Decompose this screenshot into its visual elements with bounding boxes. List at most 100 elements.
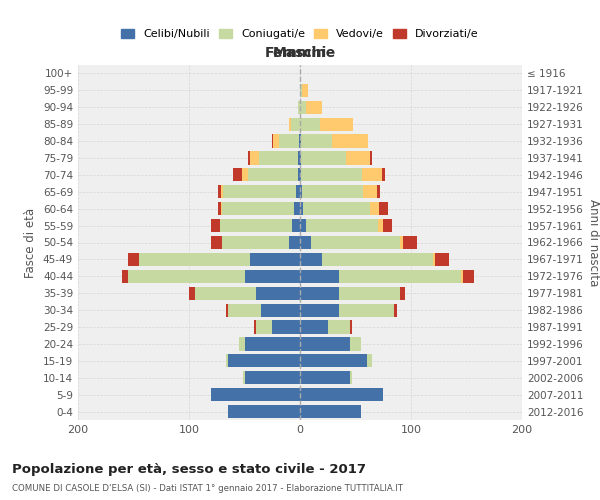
Bar [370, 202, 379, 215]
Bar [298, 100, 300, 114]
Bar [291, 118, 300, 131]
Y-axis label: Anni di nascita: Anni di nascita [587, 199, 600, 286]
Bar [279, 134, 299, 147]
Bar [350, 338, 361, 350]
Bar [221, 185, 223, 198]
Bar [305, 219, 378, 232]
Bar [382, 168, 385, 181]
Text: Maschi: Maschi [272, 46, 326, 60]
Bar [226, 304, 228, 316]
Bar [300, 168, 301, 181]
Bar [245, 270, 300, 283]
Bar [300, 219, 305, 232]
Bar [189, 286, 194, 300]
Bar [322, 253, 433, 266]
Bar [339, 286, 400, 300]
Bar [228, 304, 261, 316]
Bar [300, 152, 301, 164]
Bar [295, 202, 300, 215]
Bar [383, 219, 392, 232]
Legend: Celibi/Nubili, Coniugati/e, Vedovi/e, Divorziati/e: Celibi/Nubili, Coniugati/e, Vedovi/e, Di… [117, 24, 483, 44]
Bar [339, 270, 461, 283]
Bar [300, 354, 367, 368]
Bar [363, 185, 377, 198]
Bar [239, 338, 245, 350]
Bar [433, 253, 436, 266]
Bar [211, 219, 220, 232]
Bar [245, 371, 300, 384]
Bar [332, 134, 368, 147]
Bar [254, 320, 256, 334]
Bar [300, 320, 328, 334]
Bar [248, 152, 250, 164]
Bar [218, 185, 221, 198]
Bar [261, 304, 300, 316]
Text: Popolazione per età, sesso e stato civile - 2017: Popolazione per età, sesso e stato civil… [12, 462, 366, 475]
Bar [274, 134, 279, 147]
Bar [378, 219, 383, 232]
Bar [377, 185, 380, 198]
Bar [256, 320, 272, 334]
Bar [289, 118, 291, 131]
Bar [226, 354, 228, 368]
Bar [250, 152, 259, 164]
Bar [328, 320, 350, 334]
Bar [223, 185, 296, 198]
Bar [228, 354, 300, 368]
Bar [300, 304, 339, 316]
Bar [298, 152, 300, 164]
Bar [302, 84, 308, 97]
Bar [436, 253, 449, 266]
Bar [400, 286, 406, 300]
Bar [350, 320, 352, 334]
Bar [350, 371, 352, 384]
Bar [346, 152, 370, 164]
Bar [301, 134, 332, 147]
Bar [222, 236, 289, 249]
Bar [256, 286, 300, 300]
Bar [298, 168, 300, 181]
Bar [221, 202, 223, 215]
Bar [244, 371, 245, 384]
Bar [211, 236, 223, 249]
Bar [379, 202, 388, 215]
Bar [218, 202, 221, 215]
Bar [245, 338, 300, 350]
Bar [300, 270, 339, 283]
Bar [299, 134, 300, 147]
Bar [194, 286, 256, 300]
Bar [301, 168, 362, 181]
Bar [300, 338, 350, 350]
Bar [220, 219, 292, 232]
Y-axis label: Fasce di età: Fasce di età [25, 208, 37, 278]
Bar [300, 84, 302, 97]
Bar [272, 320, 300, 334]
Bar [139, 253, 250, 266]
Bar [292, 219, 300, 232]
Bar [305, 100, 322, 114]
Bar [222, 202, 295, 215]
Bar [289, 236, 300, 249]
Bar [128, 270, 245, 283]
Bar [233, 168, 242, 181]
Bar [300, 185, 302, 198]
Bar [300, 236, 311, 249]
Bar [296, 185, 300, 198]
Bar [128, 253, 139, 266]
Bar [300, 100, 305, 114]
Bar [403, 236, 416, 249]
Bar [463, 270, 474, 283]
Bar [272, 134, 274, 147]
Bar [301, 152, 346, 164]
Bar [461, 270, 463, 283]
Bar [242, 168, 248, 181]
Bar [311, 236, 400, 249]
Bar [300, 202, 304, 215]
Bar [339, 304, 394, 316]
Bar [300, 134, 301, 147]
Bar [228, 405, 300, 418]
Bar [300, 118, 320, 131]
Bar [362, 168, 382, 181]
Bar [300, 253, 322, 266]
Bar [304, 202, 370, 215]
